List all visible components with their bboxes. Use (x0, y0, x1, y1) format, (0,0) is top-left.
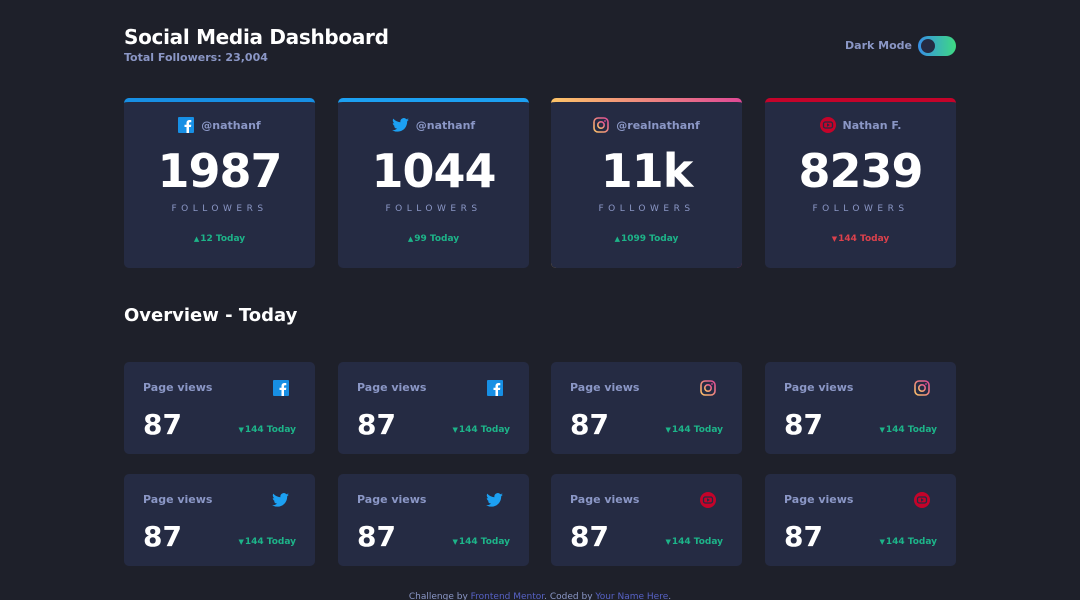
follower-count: 1044 (371, 144, 496, 198)
follower-count: 1987 (157, 144, 282, 198)
platform-icon (391, 118, 409, 132)
platform-icon (593, 117, 610, 133)
platform-icon (273, 380, 289, 400)
overview-card: Page views 87 144 Today (124, 362, 315, 454)
metric-change: 144 Today (665, 425, 723, 435)
overview-card: Page views 87 144 Today (338, 474, 529, 566)
metric-change: 144 Today (452, 537, 510, 547)
metric-change: 144 Today (452, 425, 510, 435)
card-header: Nathan F. (765, 116, 956, 134)
card-header: @realnathanf (551, 116, 742, 134)
metric-change: 144 Today (665, 537, 723, 547)
handle: @nathanf (201, 118, 261, 132)
dark-mode-toggle[interactable] (918, 36, 956, 56)
metric-label: Page views (143, 493, 213, 506)
platform-icon (914, 380, 930, 400)
metric-change: 144 Today (238, 425, 296, 435)
overview-card: Page views 87 144 Today (765, 474, 956, 566)
metric-change: 144 Today (879, 425, 937, 435)
follower-card: Nathan F. 8239 FOLLOWERS 144 Today (765, 98, 956, 268)
overview-card: Page views 87 144 Today (765, 362, 956, 454)
toggle-label: Dark Mode (845, 39, 912, 52)
followers-label: FOLLOWERS (598, 204, 695, 214)
platform-icon (487, 380, 503, 400)
footer: Challenge by Frontend Mentor. Coded by Y… (0, 592, 1080, 600)
metric-label: Page views (784, 381, 854, 394)
platform-icon (178, 117, 195, 133)
followers-label: FOLLOWERS (171, 204, 268, 214)
follower-card: @nathanf 1987 FOLLOWERS 12 Today (124, 98, 315, 268)
metric-value: 87 (357, 408, 396, 441)
followers-label: FOLLOWERS (812, 204, 909, 214)
overview-card: Page views 87 144 Today (551, 362, 742, 454)
handle: Nathan F. (842, 118, 902, 132)
daily-change: 12 Today (124, 234, 315, 244)
metric-label: Page views (784, 493, 854, 506)
follower-card: @realnathanf 11k FOLLOWERS 1099 Today (551, 98, 742, 268)
footer-text: . Coded by (544, 592, 593, 600)
overview-title: Overview - Today (124, 305, 298, 326)
platform-icon (914, 492, 930, 512)
overview-card: Page views 87 144 Today (551, 474, 742, 566)
card-header: @nathanf (338, 116, 529, 134)
metric-label: Page views (570, 493, 640, 506)
metric-value: 87 (570, 408, 609, 441)
footer-text: Challenge by (408, 592, 468, 600)
follower-count: 11k (600, 144, 694, 198)
footer-text: . (668, 592, 672, 600)
footer-link[interactable]: Frontend Mentor (470, 592, 545, 600)
footer-link[interactable]: Your Name Here (595, 592, 669, 600)
metric-value: 87 (570, 520, 609, 553)
card-header: @nathanf (124, 116, 315, 134)
metric-value: 87 (357, 520, 396, 553)
overview-card: Page views 87 144 Today (124, 474, 315, 566)
follower-count: 8239 (798, 144, 923, 198)
daily-change: 144 Today (765, 234, 956, 244)
metric-value: 87 (143, 520, 182, 553)
follower-card: @nathanf 1044 FOLLOWERS 99 Today (338, 98, 529, 268)
total-followers: Total Followers: 23,004 (124, 51, 268, 64)
metric-value: 87 (784, 520, 823, 553)
followers-label: FOLLOWERS (385, 204, 482, 214)
handle: @nathanf (415, 118, 476, 132)
metric-value: 87 (143, 408, 182, 441)
metric-change: 144 Today (879, 537, 937, 547)
daily-change: 1099 Today (551, 234, 742, 244)
overview-card: Page views 87 144 Today (338, 362, 529, 454)
platform-icon (486, 492, 503, 511)
title: Social Media Dashboard (124, 25, 389, 49)
metric-change: 144 Today (238, 537, 296, 547)
daily-change: 99 Today (338, 234, 529, 244)
platform-icon (700, 492, 716, 512)
platform-icon (700, 380, 716, 400)
metric-label: Page views (570, 381, 640, 394)
metric-label: Page views (357, 493, 427, 506)
metric-value: 87 (784, 408, 823, 441)
metric-label: Page views (357, 381, 427, 394)
metric-label: Page views (143, 381, 213, 394)
handle: @realnathanf (616, 118, 700, 132)
platform-icon (272, 492, 289, 511)
platform-icon (819, 117, 836, 133)
